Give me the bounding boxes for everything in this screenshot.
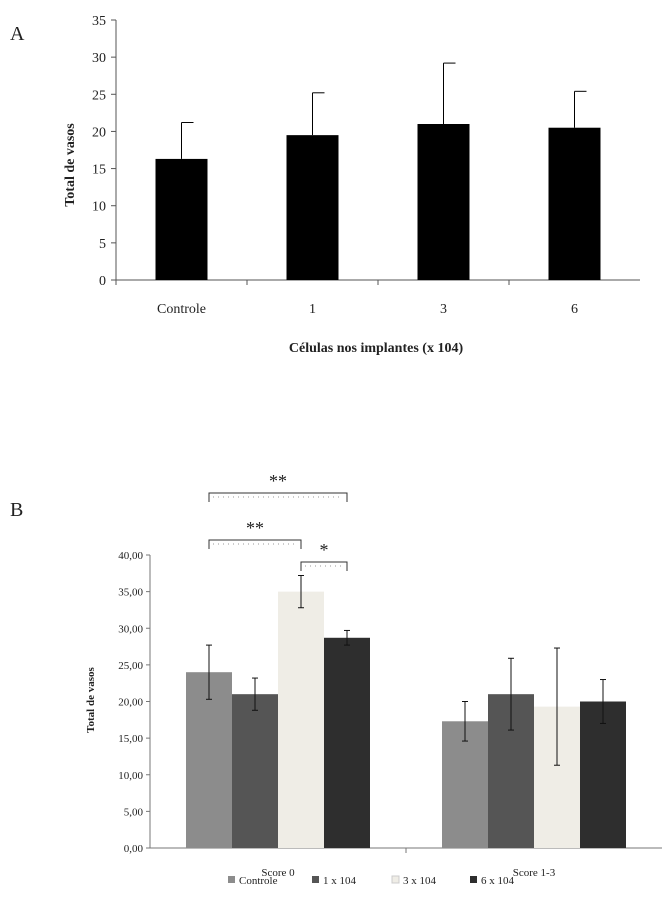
legend-label: 6 x 104 <box>481 875 515 887</box>
y-tick-label: 15,00 <box>118 733 143 745</box>
panel-b-ylabel: Total de vasos <box>85 666 97 732</box>
bar <box>232 694 278 848</box>
y-tick-label: 15 <box>92 163 106 178</box>
bar <box>549 128 601 280</box>
bar <box>324 638 370 848</box>
y-tick-label: 30,00 <box>118 623 143 635</box>
y-tick-label: 0 <box>99 274 106 289</box>
x-tick-label: 1 <box>309 302 316 317</box>
y-tick-label: 10,00 <box>118 770 143 782</box>
y-tick-label: 40,00 <box>118 550 143 562</box>
x-tick-label: 6 <box>571 302 578 317</box>
panel-a-yticks: 0 5 10 15 20 25 30 35 <box>92 14 116 289</box>
y-tick-label: 10 <box>92 200 106 215</box>
y-tick-label: 30 <box>92 51 106 66</box>
bar <box>418 124 470 280</box>
legend-label: 1 x 104 <box>323 875 357 887</box>
bar <box>287 135 339 280</box>
panel-a-bars <box>156 63 601 280</box>
y-tick-label: 5,00 <box>124 806 144 818</box>
panel-b: B Score 0 Score 1-3 0,005,0010,0015,0020,… <box>10 471 662 887</box>
significance-marker: ** <box>246 518 264 538</box>
legend-swatch <box>312 876 319 883</box>
x-tick-label: Controle <box>157 302 206 317</box>
y-tick-label: 35 <box>92 14 106 29</box>
legend-swatch <box>470 876 477 883</box>
panel-a-label: A <box>10 23 25 45</box>
y-tick-label: 35,00 <box>118 587 143 599</box>
y-tick-label: 0,00 <box>124 843 144 855</box>
panel-a-xticks: Controle 1 3 6 <box>116 280 578 317</box>
legend-label: Controle <box>239 875 278 887</box>
legend-label: 3 x 104 <box>403 875 437 887</box>
panel-b-legend: Controle 1 x 104 3 x 104 6 x 104 <box>228 875 515 887</box>
significance-bracket <box>209 540 301 549</box>
bar <box>156 159 208 280</box>
significance-marker: ** <box>269 471 287 491</box>
y-tick-label: 20 <box>92 125 106 140</box>
panel-b-annotations: ***** <box>209 471 347 571</box>
legend-swatch <box>228 876 235 883</box>
panel-b-yticks: 0,00 5,00 10,00 15,00 20,00 25,00 30,00 35,00 40… <box>118 550 150 855</box>
panel-b-label: B <box>10 499 23 521</box>
x-tick-label: Score 1-3 <box>513 867 556 879</box>
panel-a: A Controle 1 3 6 0 5 10 15 20 25 30 35 Total de va… <box>10 14 640 356</box>
panel-a-xlabel: Células nos implantes (x 104) <box>289 341 464 356</box>
y-tick-label: 20,00 <box>118 697 143 709</box>
y-tick-label: 25 <box>92 88 106 103</box>
significance-marker: * <box>320 540 329 560</box>
x-tick-label: 3 <box>440 302 447 317</box>
panel-b-bars <box>186 576 626 848</box>
y-tick-label: 25,00 <box>118 660 143 672</box>
y-tick-label: 5 <box>99 237 106 252</box>
panel-a-ylabel: Total de vasos <box>63 123 78 207</box>
legend-swatch <box>392 876 399 883</box>
bar <box>278 592 324 848</box>
